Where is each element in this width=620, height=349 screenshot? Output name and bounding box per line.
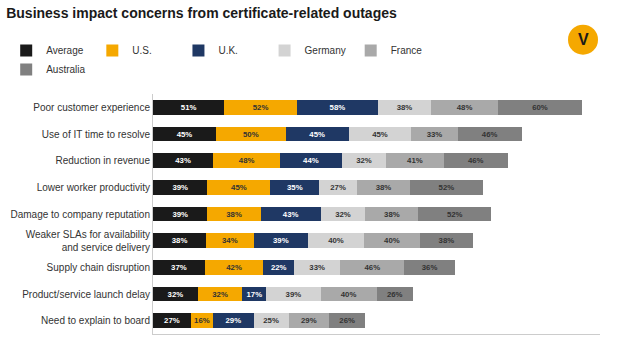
svg-text:38%: 38% — [226, 210, 242, 219]
svg-text:60%: 60% — [532, 103, 548, 112]
svg-text:36%: 36% — [422, 263, 438, 272]
svg-text:45%: 45% — [231, 183, 247, 192]
svg-text:22%: 22% — [271, 263, 287, 272]
svg-text:48%: 48% — [457, 103, 473, 112]
svg-text:29%: 29% — [226, 316, 242, 325]
svg-text:38%: 38% — [384, 210, 400, 219]
svg-text:38%: 38% — [439, 236, 455, 245]
svg-text:48%: 48% — [239, 156, 255, 165]
svg-text:39%: 39% — [172, 210, 188, 219]
svg-text:Germany: Germany — [305, 45, 346, 56]
svg-text:34%: 34% — [222, 236, 238, 245]
svg-text:38%: 38% — [172, 236, 188, 245]
svg-text:26%: 26% — [387, 290, 403, 299]
svg-text:Product/service launch delay: Product/service launch delay — [22, 289, 150, 300]
svg-text:52%: 52% — [253, 103, 269, 112]
svg-text:42%: 42% — [226, 263, 242, 272]
svg-text:44%: 44% — [303, 156, 319, 165]
svg-text:52%: 52% — [439, 183, 455, 192]
svg-text:U.K.: U.K. — [218, 45, 237, 56]
svg-text:Business impact concerns from: Business impact concerns from certificat… — [6, 5, 397, 21]
svg-text:43%: 43% — [283, 210, 299, 219]
svg-text:32%: 32% — [335, 210, 351, 219]
svg-text:45%: 45% — [372, 130, 388, 139]
svg-text:25%: 25% — [263, 316, 279, 325]
svg-text:40%: 40% — [341, 290, 357, 299]
svg-text:58%: 58% — [330, 103, 346, 112]
svg-text:Average: Average — [46, 45, 84, 56]
svg-text:Reduction in revenue: Reduction in revenue — [55, 155, 150, 166]
svg-text:38%: 38% — [397, 103, 413, 112]
svg-text:Poor customer experience: Poor customer experience — [33, 102, 150, 113]
svg-text:32%: 32% — [356, 156, 372, 165]
svg-text:Damage to company reputation: Damage to company reputation — [10, 209, 150, 220]
svg-text:27%: 27% — [164, 316, 180, 325]
svg-text:35%: 35% — [287, 183, 303, 192]
svg-text:Weaker SLAs for availabilityan: Weaker SLAs for availabilityand service … — [26, 229, 150, 253]
svg-text:46%: 46% — [482, 130, 498, 139]
svg-text:32%: 32% — [168, 290, 184, 299]
svg-text:33%: 33% — [427, 130, 443, 139]
svg-text:39%: 39% — [273, 236, 289, 245]
svg-text:29%: 29% — [301, 316, 317, 325]
svg-text:27%: 27% — [330, 183, 346, 192]
svg-text:Australia: Australia — [46, 64, 85, 75]
svg-text:45%: 45% — [309, 130, 325, 139]
svg-text:52%: 52% — [447, 210, 463, 219]
svg-text:39%: 39% — [286, 290, 302, 299]
svg-text:40%: 40% — [328, 236, 344, 245]
svg-text:45%: 45% — [177, 130, 193, 139]
svg-text:40%: 40% — [384, 236, 400, 245]
svg-text:38%: 38% — [376, 183, 392, 192]
svg-text:46%: 46% — [365, 263, 381, 272]
svg-text:U.S.: U.S. — [132, 45, 151, 56]
svg-text:Lower worker productivity: Lower worker productivity — [37, 182, 150, 193]
svg-text:37%: 37% — [171, 263, 187, 272]
svg-text:Supply chain disruption: Supply chain disruption — [47, 262, 150, 273]
svg-text:43%: 43% — [175, 156, 191, 165]
svg-text:Use of IT time to resolve: Use of IT time to resolve — [42, 129, 151, 140]
svg-text:17%: 17% — [246, 290, 262, 299]
svg-text:39%: 39% — [172, 183, 188, 192]
svg-text:V: V — [578, 31, 589, 48]
svg-text:51%: 51% — [181, 103, 197, 112]
svg-text:France: France — [391, 45, 423, 56]
svg-text:16%: 16% — [194, 316, 210, 325]
svg-text:Need to explain to board: Need to explain to board — [41, 315, 150, 326]
svg-text:46%: 46% — [468, 156, 484, 165]
svg-text:41%: 41% — [407, 156, 423, 165]
svg-text:33%: 33% — [309, 263, 325, 272]
svg-text:32%: 32% — [212, 290, 228, 299]
svg-text:50%: 50% — [243, 130, 259, 139]
svg-text:26%: 26% — [339, 316, 355, 325]
